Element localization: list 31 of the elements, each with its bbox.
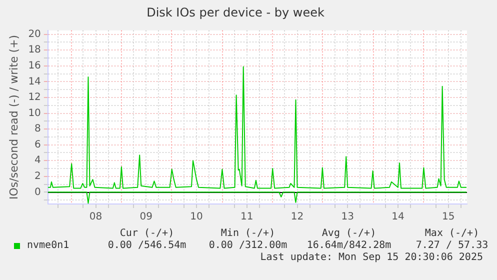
y-tick-label: 8 [34,124,41,135]
x-tick-label: 09 [140,212,153,223]
x-tick-label: 14 [392,212,404,223]
y-tick-label: 12 [28,92,41,104]
y-tick-label: 20 [28,28,41,40]
legend-label: nvme0n1 [27,240,70,251]
y-tick-label: 6 [34,139,41,150]
y-tick-label: 0 [34,186,41,198]
y-tick-label: 18 [28,44,41,56]
x-tick-label: 11 [240,212,254,223]
y-tick-label: 10 [28,108,41,119]
x-tick-label: 15 [442,212,455,223]
text: Avg (-/+) [320,228,378,239]
text: 0.00 /546.54m [106,240,188,251]
text: 16.64m/842.28m [306,240,392,251]
text: Min (-/+) [220,228,276,239]
y-axis-title: IOs/second read (-) / write (+) [7,34,20,200]
chart-title: Disk IOs per device - by week [146,5,324,20]
x-tick-label: 13 [341,212,354,223]
x-tick-label: 12 [290,212,304,223]
text: Cur (-/+) [118,228,176,239]
x-tick-label: 10 [190,212,203,223]
text: Max (-/+) [424,228,480,239]
x-tick-label: 08 [89,212,102,223]
text: 0.00 /312.00m [208,240,288,251]
text: 7.27 / 57.33 [414,240,490,251]
text: Last update: Mon Sep 15 20:30:06 2025 [260,252,483,263]
y-tick-label: 4 [34,155,41,166]
y-tick-label: 14 [28,76,41,88]
y-tick-label: 2 [34,170,41,182]
y-tick-label: 16 [28,60,41,72]
